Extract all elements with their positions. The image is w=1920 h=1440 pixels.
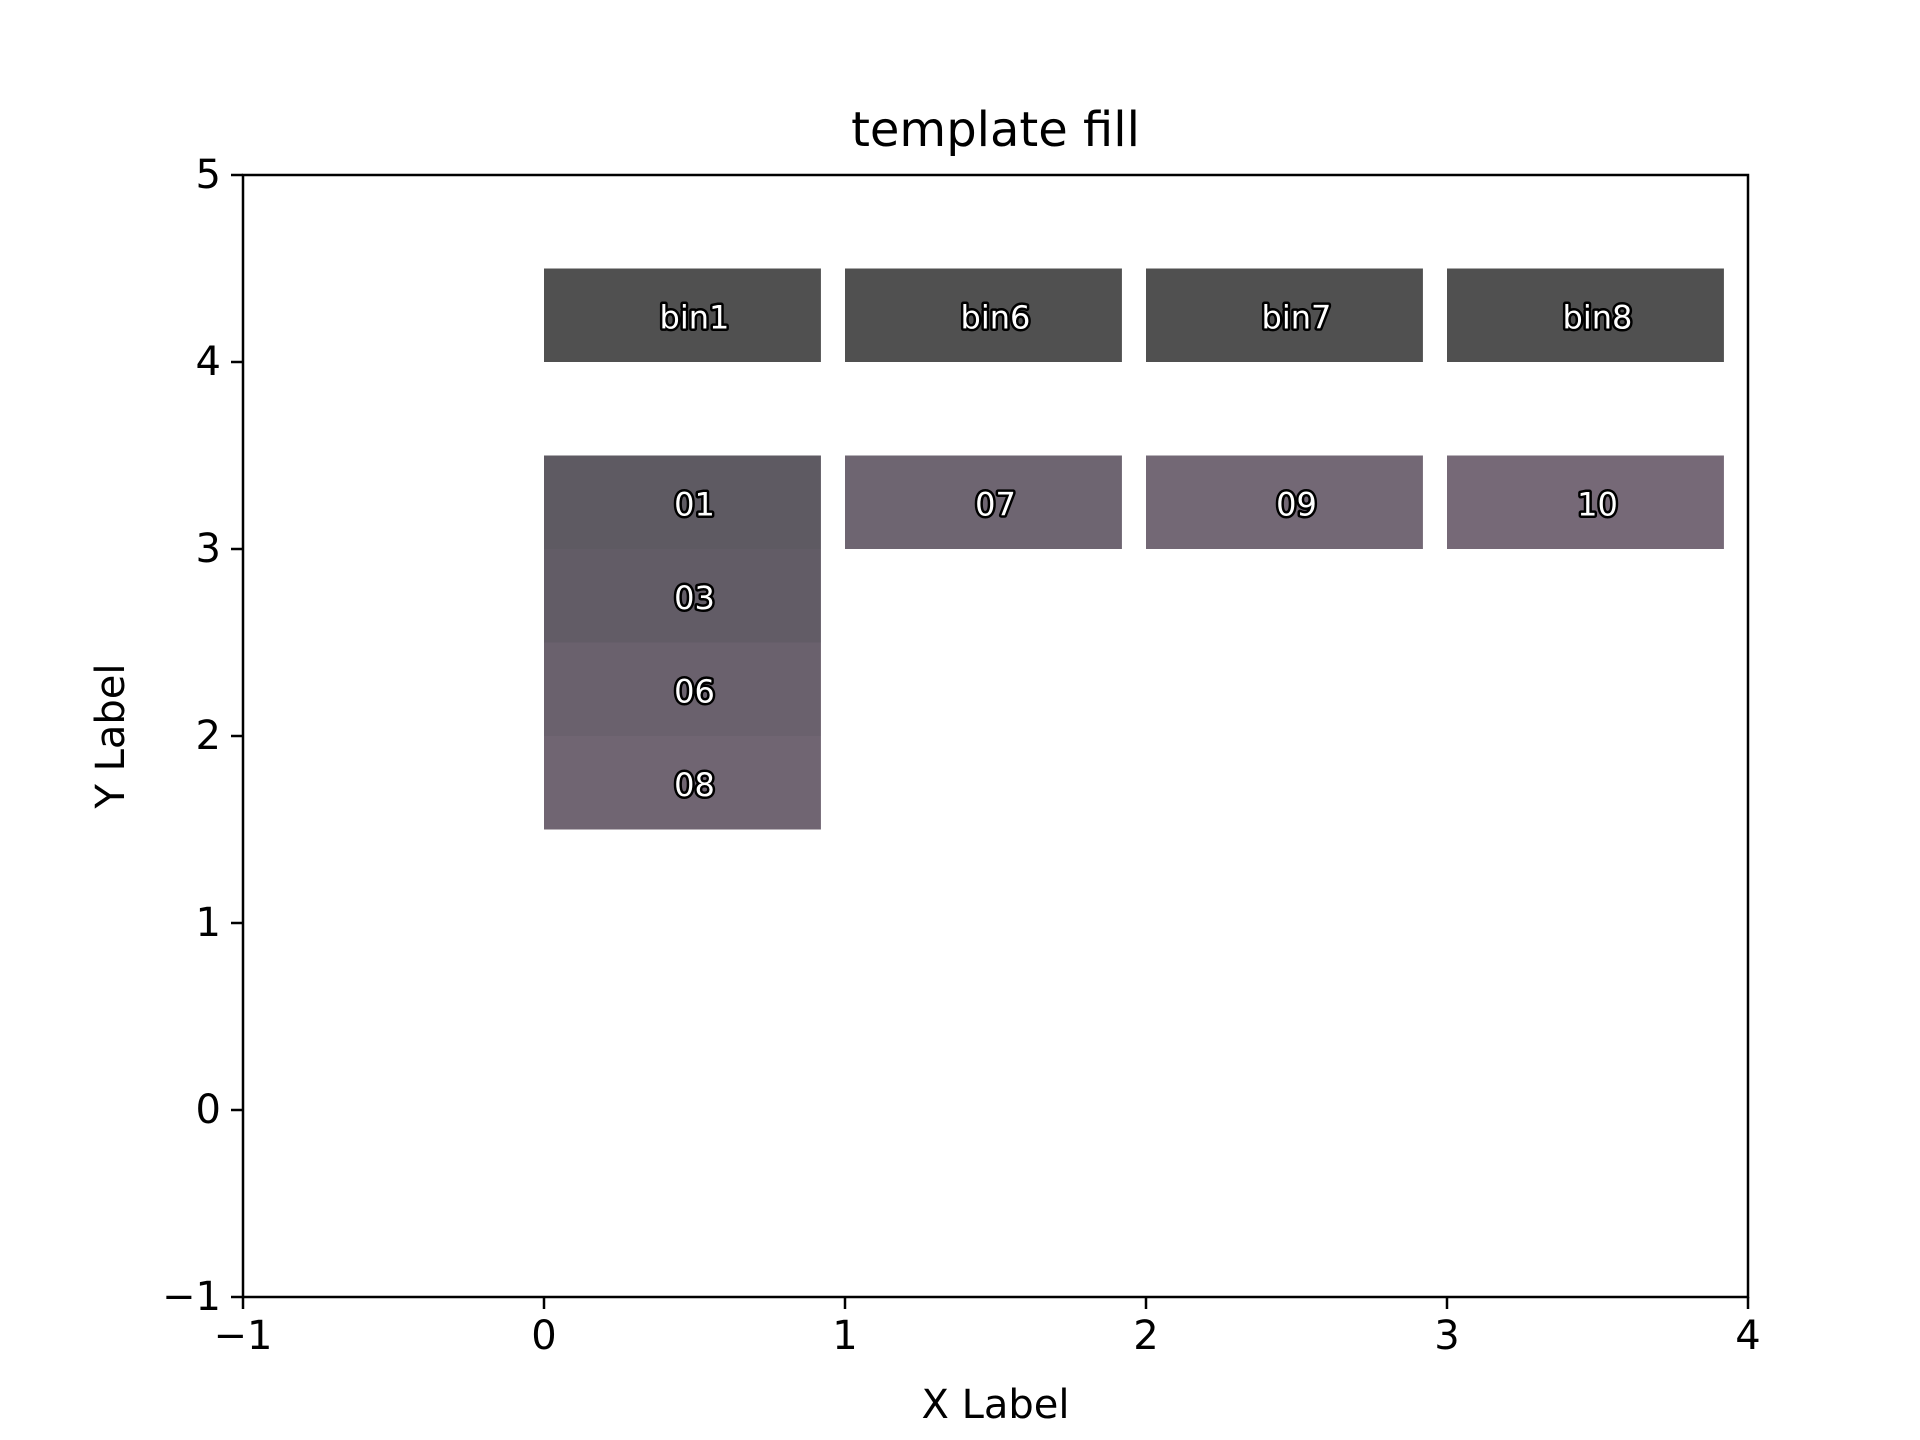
cell-03: [544, 549, 821, 643]
x-axis-title: X Label: [921, 1382, 1069, 1428]
cell-label-bin1: bin1: [660, 298, 730, 336]
cell-label-09: 09: [1276, 485, 1317, 523]
y-tick-label: 1: [196, 900, 221, 946]
y-tick-label: 2: [196, 713, 221, 759]
x-axis: −1 0 1 2 3 4: [214, 1297, 1761, 1359]
cell-10: [1447, 455, 1724, 549]
cell-07: [845, 455, 1122, 549]
cell-label-10: 10: [1577, 485, 1618, 523]
x-tick-label: −1: [214, 1313, 273, 1359]
x-tick-label: 0: [531, 1313, 556, 1359]
cell-label-01: 01: [674, 485, 715, 523]
cell-label-08: 08: [674, 766, 715, 804]
cell-labels-layer: bin1 bin6 bin7 bin8 01 03 06 08 07 09 10: [657, 296, 1635, 807]
chart-title: template fill: [851, 102, 1140, 158]
cell-label-bin7: bin7: [1262, 298, 1332, 336]
cell-label-03: 03: [674, 579, 715, 617]
cell-bin6: [845, 268, 1122, 362]
cells-layer: [544, 268, 1724, 830]
x-tick-label: 1: [832, 1313, 857, 1359]
y-tick-label: 0: [196, 1087, 221, 1133]
y-tick-label: 5: [196, 152, 221, 198]
y-tick-label: 4: [196, 339, 221, 385]
cell-08: [544, 736, 821, 830]
cell-bin7: [1146, 268, 1423, 362]
cell-label-bin6: bin6: [961, 298, 1031, 336]
y-tick-label: 3: [196, 526, 221, 572]
cell-09: [1146, 455, 1423, 549]
x-tick-label: 2: [1133, 1313, 1158, 1359]
cell-bin1: [544, 268, 821, 362]
cell-label-06: 06: [674, 672, 715, 710]
x-tick-label: 3: [1434, 1313, 1459, 1359]
cell-label-07: 07: [975, 485, 1016, 523]
y-tick-label: −1: [162, 1274, 221, 1320]
cell-01: [544, 455, 821, 549]
cell-bin8: [1447, 268, 1724, 362]
y-axis: −1 0 1 2 3 4 5: [162, 152, 243, 1320]
cell-06: [544, 642, 821, 736]
cell-label-bin8: bin8: [1563, 298, 1633, 336]
x-tick-label: 4: [1735, 1313, 1760, 1359]
y-axis-title: Y Label: [88, 663, 134, 809]
